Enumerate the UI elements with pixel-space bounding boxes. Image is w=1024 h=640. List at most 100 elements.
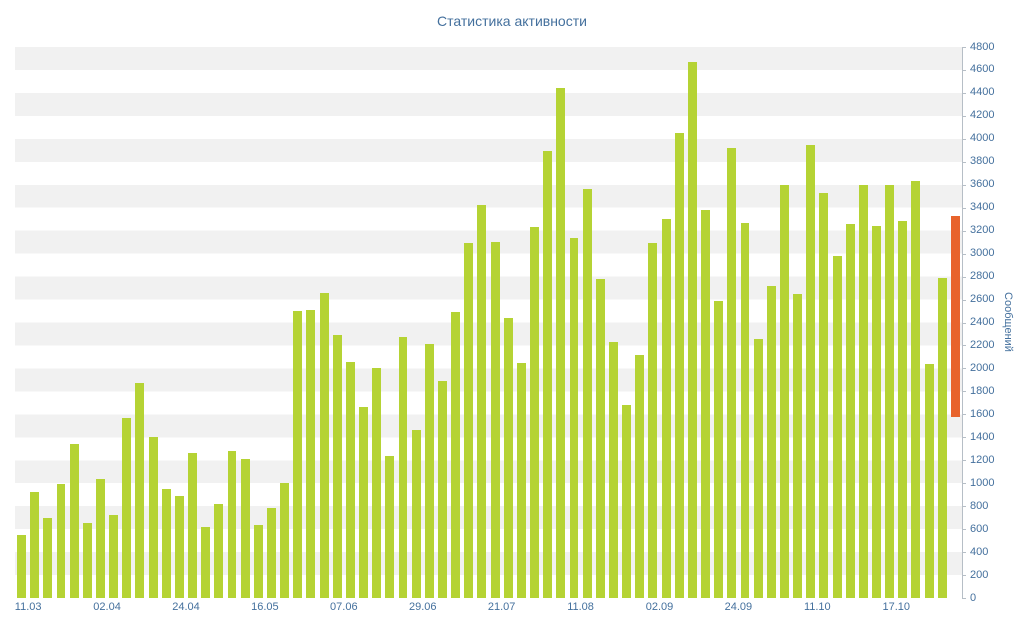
bar[interactable] bbox=[82, 523, 92, 598]
bar[interactable] bbox=[872, 226, 881, 598]
y-axis-tick-label: 400 bbox=[970, 545, 989, 558]
bar[interactable] bbox=[819, 192, 829, 598]
y-axis-tick bbox=[962, 552, 966, 554]
x-axis-tick-label: 11.03 bbox=[14, 601, 42, 613]
bar[interactable] bbox=[622, 405, 632, 598]
bar[interactable] bbox=[740, 222, 750, 598]
x-axis-tick-label: 02.04 bbox=[93, 601, 121, 613]
bar[interactable] bbox=[687, 61, 697, 598]
bar[interactable] bbox=[214, 503, 224, 598]
y-axis-tick bbox=[962, 368, 966, 370]
bar[interactable] bbox=[661, 219, 671, 598]
bar[interactable] bbox=[30, 492, 40, 598]
bar[interactable] bbox=[582, 189, 592, 598]
bar[interactable] bbox=[714, 300, 724, 598]
bar[interactable] bbox=[437, 381, 447, 598]
x-axis-tick-label: 02.09 bbox=[645, 601, 674, 613]
bar[interactable] bbox=[779, 184, 789, 598]
x-axis-tick-label: 21.07 bbox=[487, 601, 516, 613]
bar[interactable] bbox=[306, 309, 316, 598]
bar[interactable] bbox=[911, 181, 921, 598]
y-axis-tick-label: 600 bbox=[970, 522, 989, 535]
y-axis-tick-label: 1400 bbox=[970, 430, 995, 443]
bar[interactable] bbox=[253, 524, 263, 598]
bar[interactable] bbox=[701, 210, 710, 598]
bar[interactable] bbox=[530, 227, 539, 598]
bar[interactable] bbox=[635, 354, 645, 598]
bar[interactable] bbox=[727, 148, 737, 598]
y-axis-tick-label: 3600 bbox=[970, 178, 995, 191]
bar[interactable] bbox=[345, 361, 355, 598]
bar[interactable] bbox=[793, 293, 803, 598]
bar[interactable] bbox=[924, 363, 934, 598]
bar[interactable] bbox=[385, 455, 395, 598]
y-axis-tick-label: 2400 bbox=[970, 316, 995, 328]
y-axis-tick bbox=[962, 391, 966, 393]
bar[interactable] bbox=[806, 144, 816, 598]
bar[interactable] bbox=[148, 437, 158, 598]
bar[interactable] bbox=[109, 515, 119, 598]
bar[interactable] bbox=[858, 184, 868, 598]
bar[interactable] bbox=[648, 243, 658, 598]
bar[interactable] bbox=[477, 205, 487, 598]
bar[interactable] bbox=[608, 342, 618, 598]
x-axis-tick-label: 24.09 bbox=[724, 601, 753, 613]
y-axis-tick bbox=[962, 207, 966, 209]
bar[interactable] bbox=[293, 311, 303, 598]
x-axis-tick-label: 24.04 bbox=[172, 601, 200, 613]
bar[interactable] bbox=[17, 534, 27, 598]
y-axis-tick bbox=[962, 345, 966, 347]
y-axis-tick-label: 3000 bbox=[970, 247, 995, 260]
current-period-bar[interactable] bbox=[950, 215, 960, 417]
bar[interactable] bbox=[69, 444, 79, 598]
bar[interactable] bbox=[516, 362, 526, 598]
bar[interactable] bbox=[595, 278, 605, 598]
y-axis: 0 200 400 600 800 1000 1200 1400 1600 1800 2000 220… bbox=[962, 41, 1022, 604]
bar[interactable] bbox=[937, 277, 947, 598]
bar[interactable] bbox=[359, 407, 369, 598]
y-axis-tick bbox=[962, 299, 966, 301]
bar[interactable] bbox=[201, 526, 211, 598]
y-axis-tick bbox=[962, 161, 966, 163]
bar[interactable] bbox=[227, 451, 237, 598]
bar[interactable] bbox=[898, 221, 908, 598]
bar[interactable] bbox=[319, 292, 329, 598]
bar[interactable] bbox=[56, 484, 66, 598]
bar[interactable] bbox=[174, 495, 184, 598]
bar[interactable] bbox=[753, 338, 763, 598]
bar[interactable] bbox=[885, 184, 895, 598]
bar[interactable] bbox=[240, 459, 250, 598]
bar[interactable] bbox=[398, 337, 408, 598]
bar[interactable] bbox=[135, 383, 145, 598]
bar[interactable] bbox=[332, 335, 342, 598]
x-axis-tick-label: 11.10 bbox=[803, 601, 831, 613]
y-axis-tick bbox=[962, 184, 966, 186]
bar[interactable] bbox=[188, 453, 198, 598]
y-axis-tick bbox=[962, 460, 966, 462]
bar[interactable] bbox=[411, 430, 421, 598]
y-axis-tick bbox=[962, 322, 966, 324]
bar[interactable] bbox=[503, 317, 513, 598]
bar[interactable] bbox=[464, 243, 474, 598]
bar[interactable] bbox=[372, 368, 382, 598]
bar[interactable] bbox=[832, 255, 842, 598]
y-axis-tick bbox=[962, 506, 966, 508]
bar[interactable] bbox=[161, 488, 171, 598]
bar[interactable] bbox=[96, 478, 105, 598]
bar[interactable] bbox=[845, 223, 855, 598]
bar[interactable] bbox=[451, 312, 461, 598]
bar[interactable] bbox=[424, 344, 434, 598]
bar[interactable] bbox=[280, 483, 290, 598]
bar[interactable] bbox=[569, 237, 579, 598]
bar[interactable] bbox=[766, 285, 776, 598]
bar[interactable] bbox=[490, 242, 500, 598]
bar[interactable] bbox=[267, 508, 276, 598]
y-axis-tick-label: 1200 bbox=[970, 453, 995, 466]
bar[interactable] bbox=[556, 88, 566, 598]
bar[interactable] bbox=[43, 517, 53, 598]
y-axis-tick-label: 3800 bbox=[970, 155, 995, 168]
bar[interactable] bbox=[674, 133, 684, 598]
bar[interactable] bbox=[122, 417, 132, 598]
bar[interactable] bbox=[543, 151, 553, 598]
y-axis-tick-label: 2600 bbox=[970, 293, 995, 306]
